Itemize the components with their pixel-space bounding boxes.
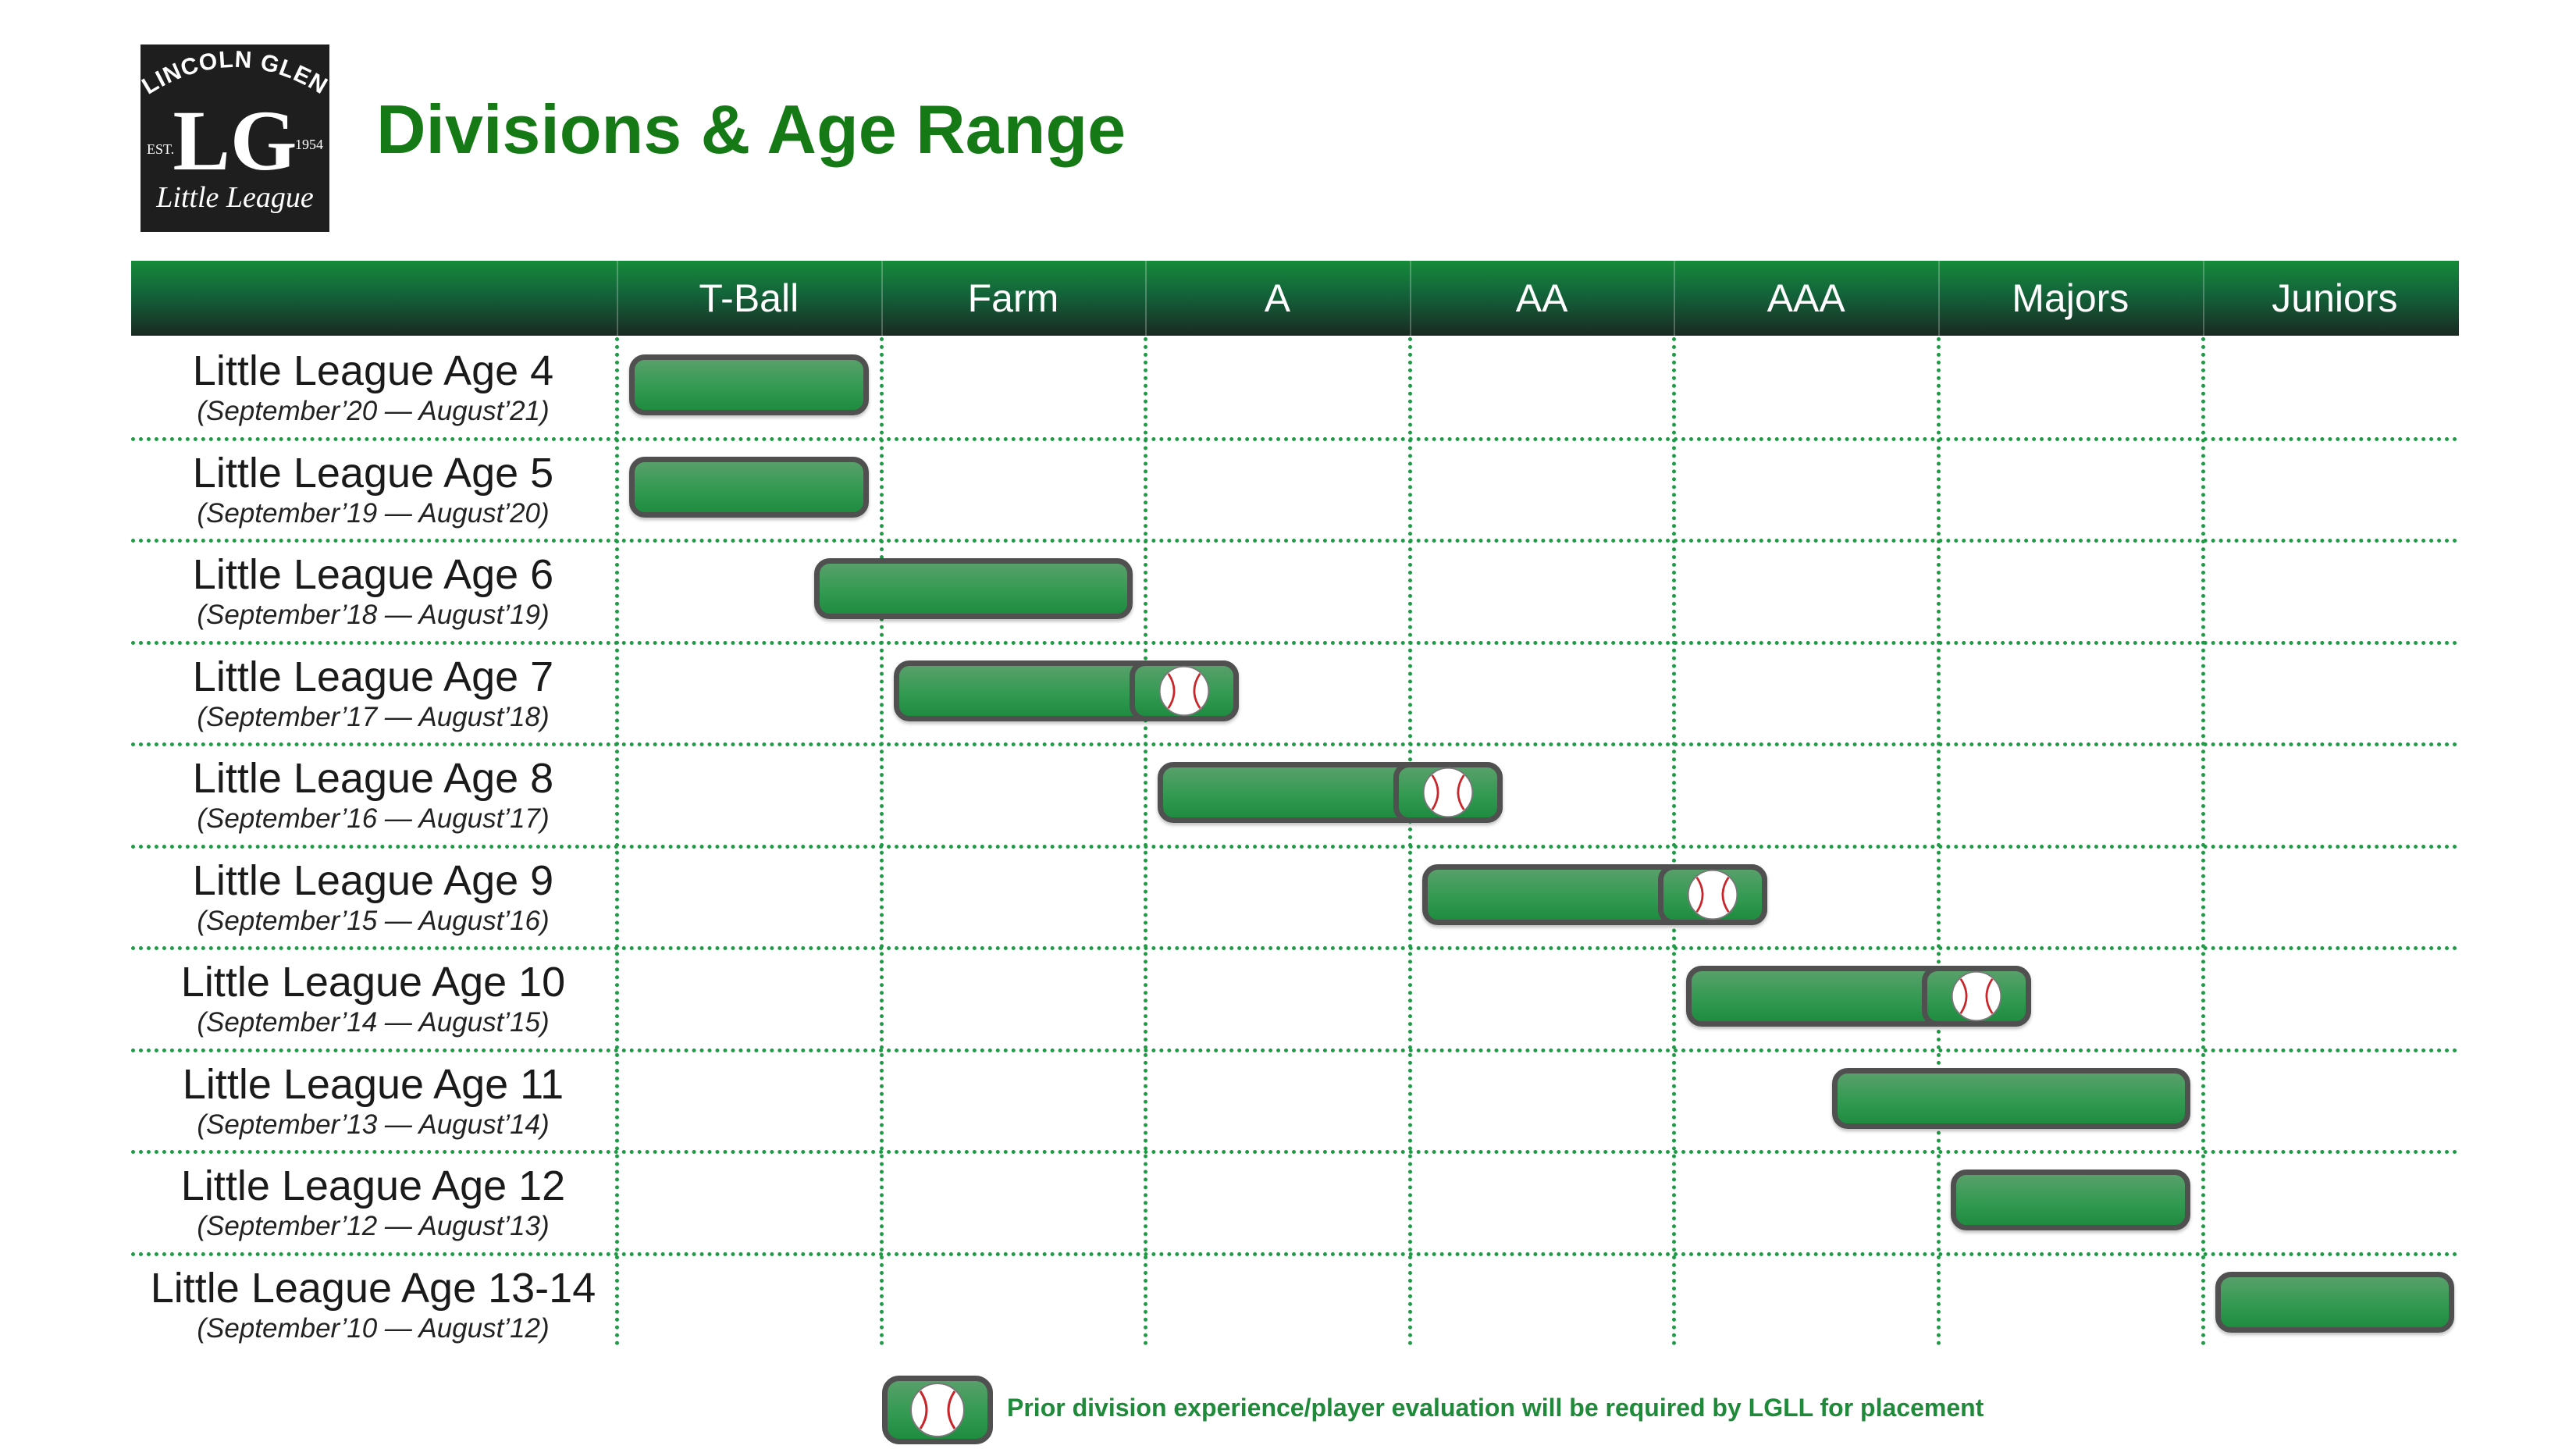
birthdate-range: (September’15 — August’16) xyxy=(197,905,550,936)
row-gridline xyxy=(131,436,2459,441)
column-gridline xyxy=(1144,337,1148,1346)
division-header-a: A xyxy=(1264,276,1291,320)
birthdate-range: (September’13 — August’14) xyxy=(197,1109,550,1140)
age-name: Little League Age 6 xyxy=(192,551,554,598)
division-header-aa: AA xyxy=(1515,276,1568,320)
column-gridline xyxy=(879,337,884,1346)
baseball-icon xyxy=(1952,970,2002,1022)
birthdate-range: (September’20 — August’21) xyxy=(197,396,550,426)
row-gridline xyxy=(131,640,2459,645)
logo-top-text: LINCOLN GLEN xyxy=(141,47,329,100)
age-name: Little League Age 12 xyxy=(180,1162,566,1209)
header-separator xyxy=(2202,261,2204,336)
division-header-farm: Farm xyxy=(967,276,1059,320)
age-row-label: Little League Age 4 (September’20 — Augus… xyxy=(131,347,615,428)
age-name: Little League Age 8 xyxy=(192,755,554,802)
age-name: Little League Age 11 xyxy=(182,1060,564,1108)
eligibility-bar-with-evaluation xyxy=(1421,863,1767,925)
eligibility-bar-with-evaluation xyxy=(1158,762,1503,823)
birthdate-range: (September’18 — August’19) xyxy=(197,600,550,630)
header-separator xyxy=(881,261,883,336)
row-gridline xyxy=(131,1150,2459,1154)
division-header-t-ball: T-Ball xyxy=(699,276,799,320)
division-header-aaa: AAA xyxy=(1767,276,1845,320)
league-logo: LINCOLN GLEN LG EST. 1954 Little League xyxy=(141,45,329,232)
column-gridline xyxy=(615,337,619,1346)
legend-swatch xyxy=(882,1376,993,1444)
evaluation-marker xyxy=(1393,762,1503,823)
page-title: Divisions & Age Range xyxy=(376,91,1126,168)
evaluation-marker xyxy=(1657,863,1767,925)
eligibility-bar-with-evaluation xyxy=(893,660,1239,721)
age-row-label: Little League Age 6 (September’18 — Augus… xyxy=(131,550,615,632)
age-row-label: Little League Age 10 (September’14 — Augu… xyxy=(131,958,615,1039)
header-separator xyxy=(1145,261,1147,336)
baseball-icon xyxy=(1687,869,1738,920)
logo-bottom-text: Little League xyxy=(155,181,314,214)
age-row-label: Little League Age 5 (September’19 — Augus… xyxy=(131,449,615,530)
evaluation-marker xyxy=(1922,966,2032,1027)
eligibility-bar xyxy=(2215,1271,2455,1333)
age-row-label: Little League Age 11 (September’13 — Augu… xyxy=(131,1060,615,1141)
baseball-icon xyxy=(910,1383,965,1437)
logo-monogram: LG xyxy=(173,93,297,188)
eligibility-bar xyxy=(629,354,869,415)
column-gridline xyxy=(1672,337,1677,1346)
eligibility-bar xyxy=(629,456,869,518)
row-gridline xyxy=(131,1251,2459,1256)
eligibility-bar xyxy=(1951,1170,2190,1230)
birthdate-range: (September’10 — August’12) xyxy=(197,1312,550,1344)
header-separator xyxy=(617,261,618,336)
row-gridline xyxy=(131,539,2459,543)
column-gridline xyxy=(2201,337,2205,1346)
division-header-majors: Majors xyxy=(2012,276,2129,320)
legend-text: Prior division experience/player evaluat… xyxy=(1007,1394,1984,1422)
age-row-label: Little League Age 12 (September’12 — Augu… xyxy=(131,1162,615,1243)
age-name: Little League Age 5 xyxy=(192,449,554,497)
birthdate-range: (September’19 — August’20) xyxy=(197,497,550,529)
age-row-label: Little League Age 8 (September’16 — Augus… xyxy=(131,754,615,835)
age-row-label: Little League Age 9 (September’15 — Augus… xyxy=(131,856,615,938)
age-row-label: Little League Age 13-14 (September’10 — A… xyxy=(131,1264,615,1345)
age-name: Little League Age 10 xyxy=(180,959,566,1006)
row-gridline xyxy=(131,844,2459,849)
logo-est-year: 1954 xyxy=(295,137,323,152)
eligibility-bar xyxy=(814,558,1133,619)
age-row-label: Little League Age 7 (September’17 — Augus… xyxy=(131,653,615,734)
division-header-juniors: Juniors xyxy=(2272,276,2398,320)
baseball-icon xyxy=(1422,767,1474,818)
column-gridline xyxy=(1937,337,1941,1346)
age-name: Little League Age 13-14 xyxy=(150,1264,596,1312)
header-separator xyxy=(1674,261,1676,336)
column-gridline xyxy=(1407,337,1412,1346)
division-header-bar xyxy=(131,261,2459,336)
header-separator xyxy=(1409,261,1411,336)
birthdate-range: (September’16 — August’17) xyxy=(197,803,550,834)
header-separator xyxy=(1938,261,1940,336)
evaluation-marker xyxy=(1129,660,1239,721)
birthdate-range: (September’17 — August’18) xyxy=(197,701,550,732)
age-name: Little League Age 7 xyxy=(192,653,554,700)
baseball-icon xyxy=(1158,665,1209,716)
row-gridline xyxy=(131,946,2459,950)
row-gridline xyxy=(131,1048,2459,1052)
birthdate-range: (September’12 — August’13) xyxy=(197,1211,550,1241)
age-name: Little League Age 4 xyxy=(192,347,554,394)
birthdate-range: (September’14 — August’15) xyxy=(197,1007,550,1038)
row-gridline xyxy=(131,742,2459,746)
eligibility-bar-with-evaluation xyxy=(1686,966,2032,1027)
logo-est-label: EST. xyxy=(147,141,174,157)
eligibility-bar xyxy=(1831,1067,2190,1129)
age-name: Little League Age 9 xyxy=(192,856,554,904)
svg-text:LINCOLN GLEN: LINCOLN GLEN xyxy=(141,47,329,100)
